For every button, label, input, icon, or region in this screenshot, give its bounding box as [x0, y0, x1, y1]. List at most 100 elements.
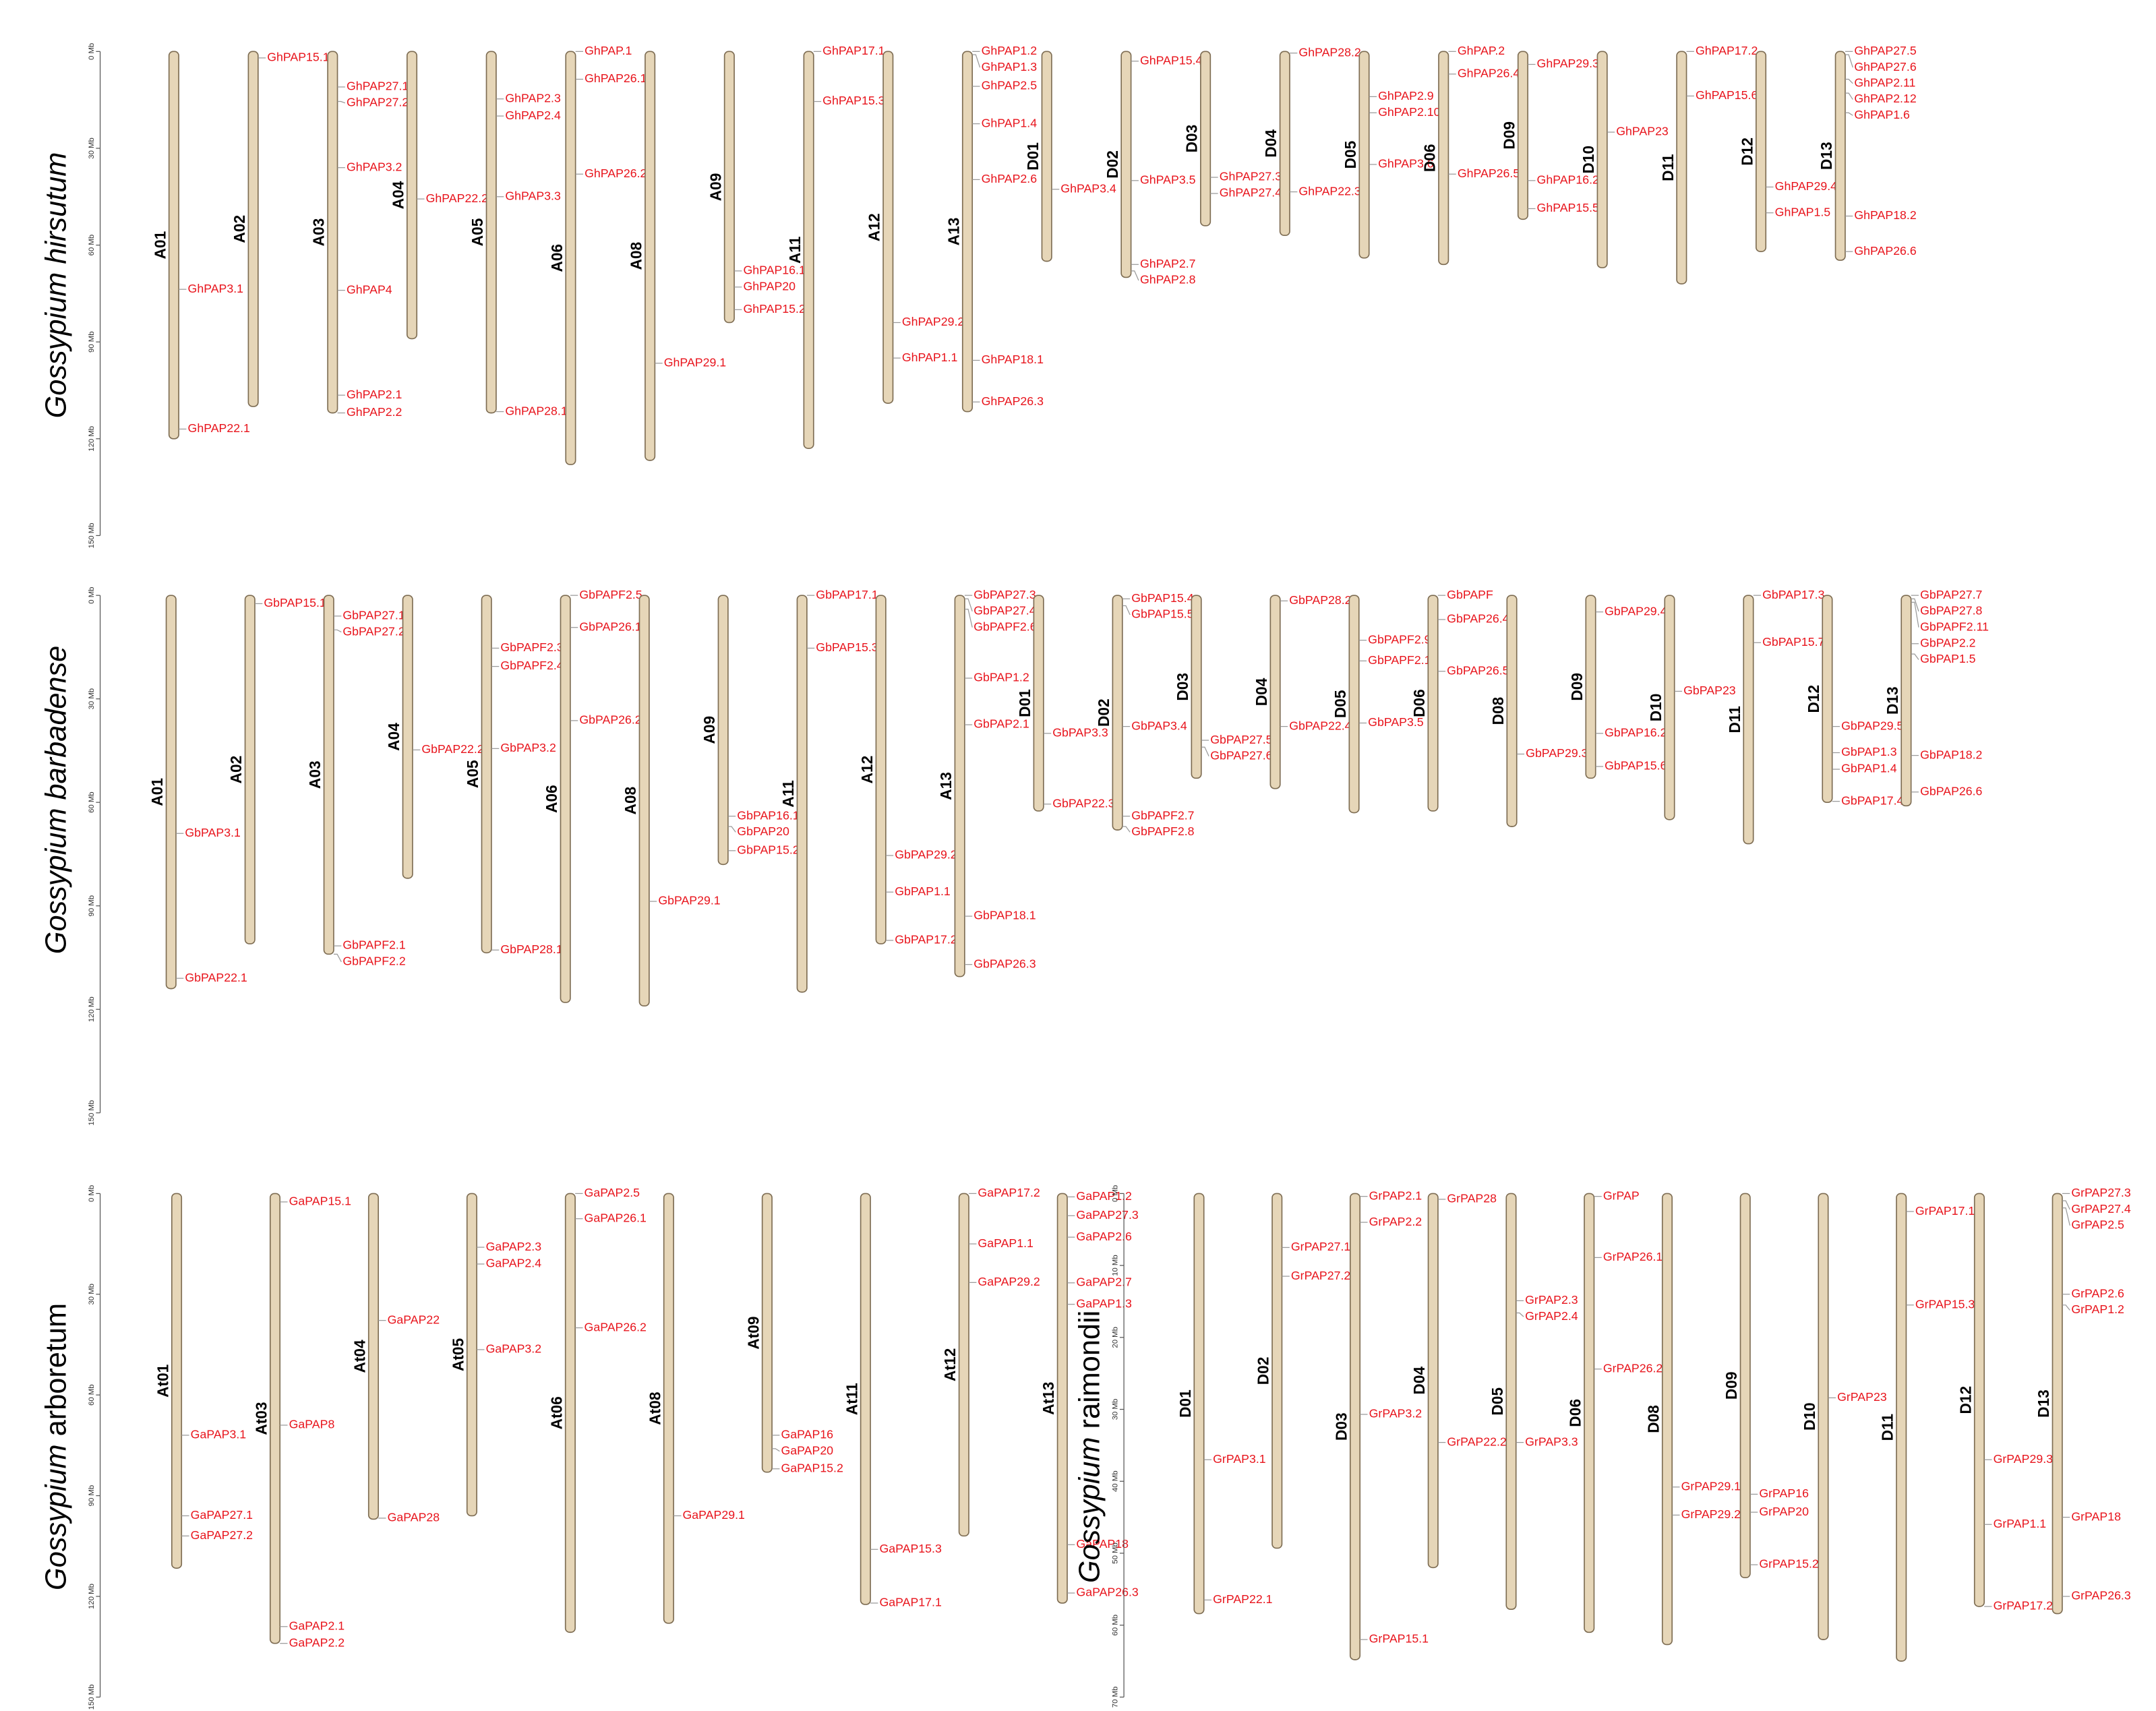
- gene-label: GhPAP29.2: [902, 315, 964, 328]
- gene-label: GbPAP17.3: [1762, 588, 1824, 601]
- gene-label: GbPAP28.2: [1289, 593, 1351, 607]
- chromosome-label: At13: [1040, 1382, 1057, 1415]
- gene-label: GbPAP22.2: [421, 742, 483, 756]
- chromosome: [1193, 1193, 1205, 1615]
- gene-label: GbPAP15.3: [816, 640, 878, 654]
- chromosome: [875, 595, 887, 944]
- gene-label: GbPAP29.5: [1841, 719, 1903, 732]
- gene-label: GhPAP.1: [585, 44, 632, 57]
- chromosome: [717, 595, 729, 866]
- chromosome-label: D13: [1884, 686, 1901, 715]
- gene-label: GbPAPF2.1: [342, 938, 405, 952]
- gene-label: GaPAP2.4: [486, 1257, 542, 1270]
- chromosome: [882, 51, 894, 404]
- chromosome-label: D10: [1801, 1402, 1818, 1431]
- gene-label: GhPAP27.3: [1220, 170, 1282, 183]
- chromosome: [1506, 595, 1518, 827]
- chromosome-label: D06: [1410, 689, 1428, 717]
- chromosome: [327, 51, 338, 414]
- chromosome-label: D10: [1580, 146, 1597, 174]
- chromosome-label: D11: [1879, 1414, 1896, 1441]
- tick-label: 30 Mb: [88, 138, 96, 158]
- chromosome: [1033, 595, 1044, 812]
- gene-label: GaPAP20: [781, 1443, 834, 1457]
- gene-label: GbPAPF2.4: [500, 659, 563, 672]
- gene-label: GhPAP2.1: [347, 388, 402, 401]
- chromosome: [1896, 1193, 1907, 1662]
- gene-label: GhPAP2.3: [505, 91, 561, 104]
- chromosome: [323, 595, 334, 955]
- gene-label: GbPAP3.1: [185, 826, 240, 839]
- chromosome: [1973, 1193, 1985, 1607]
- gene-label: GrPAP29.1: [1681, 1479, 1741, 1493]
- gene-label: GbPAP27.5: [1210, 733, 1272, 746]
- tick-label: 60 Mb: [88, 791, 96, 812]
- gene-label: GhPAP3.4: [1060, 181, 1116, 195]
- gene-label: GhPAP26.3: [982, 394, 1044, 408]
- chromosome: [269, 1193, 281, 1644]
- chromosome-label: A04: [385, 723, 402, 751]
- chromosome: [1438, 51, 1449, 266]
- gene-label: GhPAP15.2: [743, 302, 805, 316]
- chromosome-label: D06: [1421, 144, 1439, 173]
- chromosome: [1358, 51, 1370, 259]
- panel: Gossypium barbadense 0 Mb 30 Mb 60 Mb 90 Mb 1…: [40, 587, 1989, 1126]
- chromosome-label: A04: [389, 181, 407, 209]
- gene-label: GbPAP27.2: [342, 624, 405, 638]
- chromosome: [1743, 595, 1754, 845]
- tick-label: 70 Mb: [1112, 1687, 1120, 1708]
- gene-label: GbPAPF: [1447, 588, 1493, 601]
- chromosome-label: A05: [464, 760, 481, 788]
- gene-label: GbPAP1.3: [1841, 745, 1897, 758]
- chromosome: [481, 595, 492, 954]
- gene-label: GaPAP26.1: [585, 1211, 647, 1224]
- chromosome: [638, 595, 650, 1007]
- chromosome-label: D12: [1738, 138, 1756, 166]
- gene-label: GrPAP27.2: [1291, 1269, 1350, 1282]
- gene-label: GaPAP2.1: [289, 1619, 345, 1632]
- chromosome-label: D05: [1489, 1387, 1506, 1416]
- gene-label: GbPAPF2.7: [1131, 808, 1194, 822]
- chromosome: [247, 51, 259, 407]
- genus: Gossypium: [40, 1444, 73, 1590]
- tick-label: 120 Mb: [88, 1584, 96, 1609]
- gene-connector: [1516, 1312, 1524, 1317]
- gene-label: GbPAP26.3: [974, 957, 1036, 970]
- gene-label: GhPAP2.9: [1378, 89, 1434, 102]
- gene-label: GhPAP1.5: [1775, 205, 1831, 218]
- chromosome: [723, 51, 735, 324]
- chromosome: [485, 51, 497, 414]
- chromosome: [1584, 1193, 1595, 1633]
- gene-label: GbPAP15.1: [264, 596, 326, 609]
- chromosome: [1739, 1193, 1751, 1579]
- gene-label: GbPAP26.1: [579, 620, 641, 633]
- gene-label: GrPAP29.3: [1994, 1452, 2054, 1466]
- gene-label: GaPAP2.7: [1076, 1275, 1131, 1289]
- gene-label: GbPAPF2.11: [1920, 620, 1989, 633]
- gene-label: GbPAP1.2: [974, 671, 1029, 684]
- chromosome: [1755, 51, 1767, 252]
- gene-label: GaPAP2.3: [486, 1240, 542, 1253]
- chromosome-label: At11: [843, 1383, 860, 1415]
- gene-label: GbPAP27.1: [342, 609, 405, 622]
- chromosome-label: A06: [543, 785, 560, 813]
- gene-label: GbPAP26.2: [579, 713, 641, 727]
- chromosome-label: At08: [646, 1392, 663, 1425]
- panel: Gossypium raimondii 0 Mb 10 Mb 20 Mb 30 Mb 40…: [1074, 1185, 2131, 1708]
- chromosome-label: A09: [707, 173, 724, 202]
- gene-label: GrPAP2.1: [1369, 1189, 1423, 1202]
- gene-label: GbPAP22.4: [1289, 719, 1351, 732]
- gene-label: GhPAP26.5: [1458, 167, 1520, 180]
- gene-label: GrPAP3.2: [1369, 1407, 1423, 1420]
- gene-label: GhPAP2.7: [1140, 257, 1195, 270]
- gene-label: GhPAP.2: [1458, 44, 1505, 57]
- chromosome: [565, 51, 576, 465]
- tick-label: 60 Mb: [88, 235, 96, 256]
- chromosome: [406, 51, 418, 340]
- gene-label: GaPAP27.1: [191, 1508, 253, 1522]
- gene-label: GrPAP27.4: [2071, 1202, 2131, 1215]
- gene-label: GbPAP15.4: [1131, 591, 1193, 605]
- chromosome-label: At05: [449, 1338, 467, 1371]
- chromosome-label: A01: [148, 778, 166, 806]
